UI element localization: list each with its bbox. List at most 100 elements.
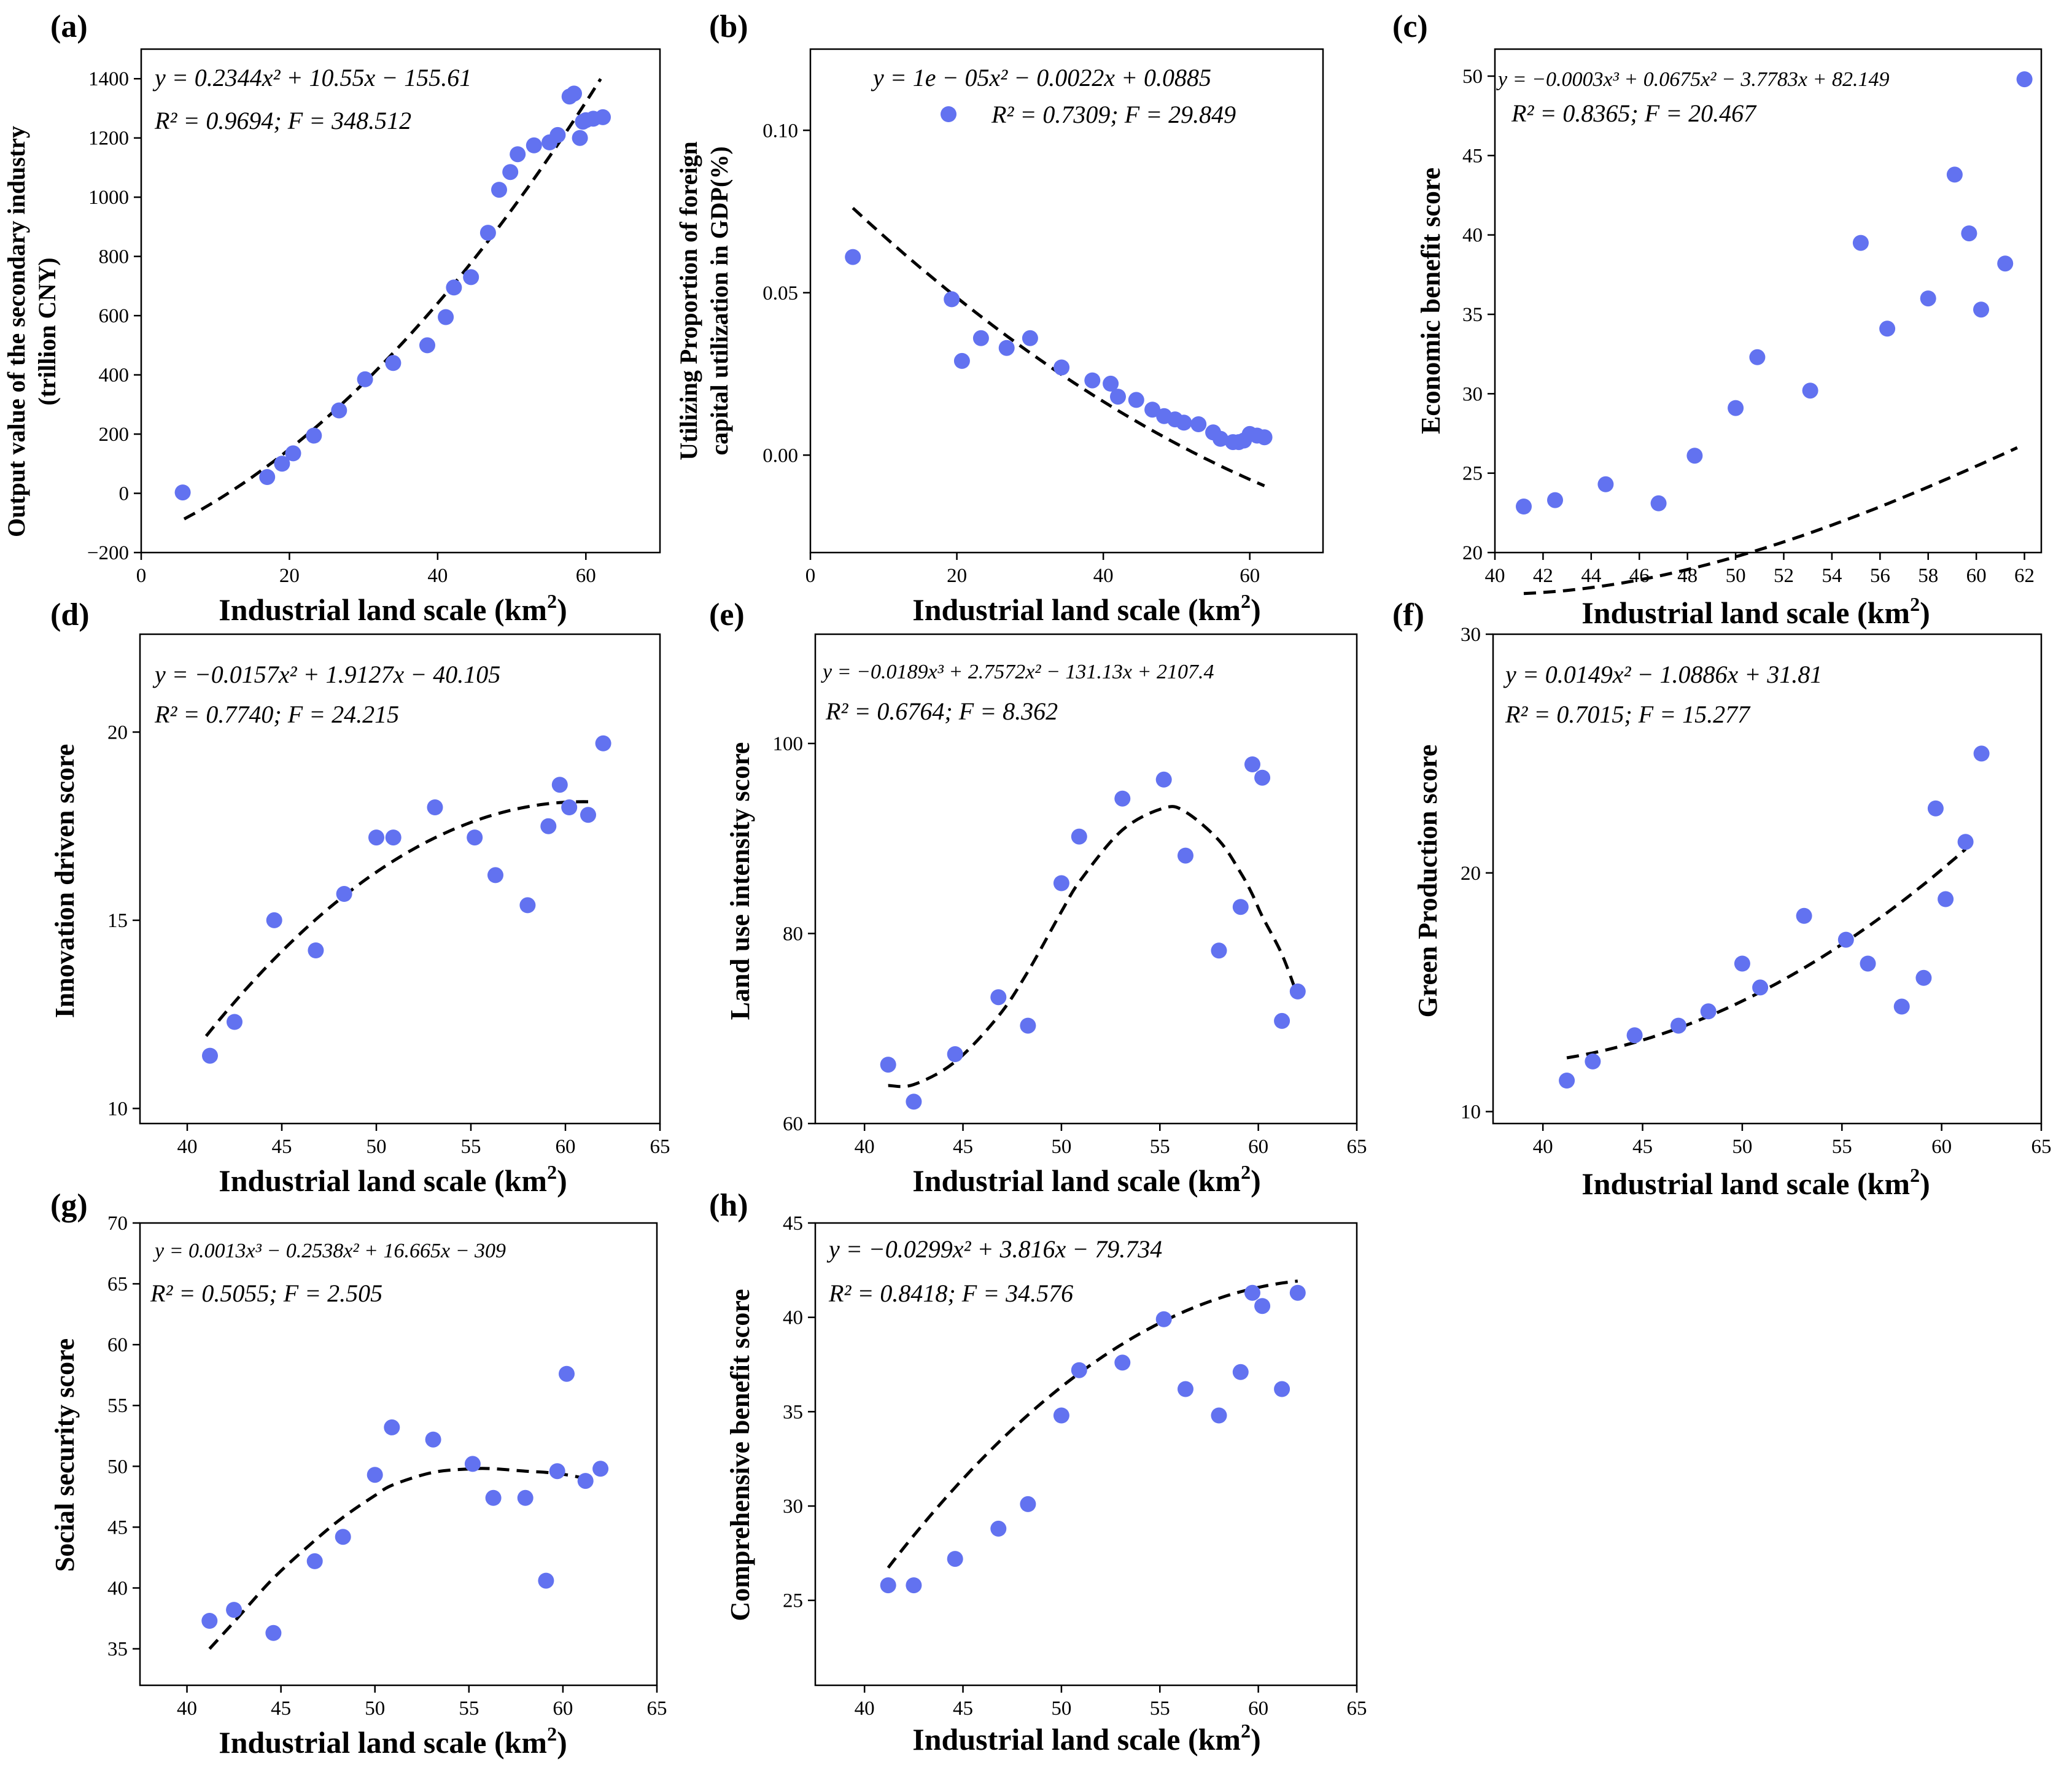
fit-statistics: R² = 0.7015; F = 15.277 <box>1505 701 1751 728</box>
x-axis-label-sup: 2 <box>547 1161 557 1183</box>
x-tick-label: 40 <box>1485 565 1505 587</box>
x-tick-label: 60 <box>1966 565 1987 587</box>
fit-equation: y = 0.0013x³ − 0.2538x² + 16.665x − 309 <box>153 1240 506 1262</box>
y-axis-label-line: Land use intensity score <box>725 742 755 1020</box>
data-point <box>385 829 402 846</box>
x-tick-label: 55 <box>1832 1136 1852 1158</box>
fit-curve <box>183 78 602 521</box>
x-tick-label: 50 <box>1051 1698 1071 1720</box>
x-axis-label-text: Industrial land scale (km <box>219 1163 547 1198</box>
x-tick-label: 40 <box>177 1698 197 1720</box>
y-axis-label: Social security score <box>50 1338 80 1572</box>
data-point <box>367 1467 383 1483</box>
y-tick-label: 30 <box>1462 383 1483 405</box>
data-point <box>1893 998 1910 1015</box>
data-point <box>1289 983 1306 1000</box>
fit-equation: y = 0.2344x² + 10.55x − 155.61 <box>152 64 471 91</box>
x-tick-label: 46 <box>1629 565 1650 587</box>
data-point <box>1213 430 1228 447</box>
data-point <box>1254 1298 1271 1314</box>
data-point <box>227 1014 243 1030</box>
data-point <box>1752 979 1769 996</box>
x-tick-label: 65 <box>1347 1136 1367 1158</box>
y-tick-label: 15 <box>107 910 128 932</box>
y-tick-label: 20 <box>107 721 128 743</box>
x-axis-label-sup: 2 <box>1910 1164 1920 1186</box>
y-axis-label: Land use intensity score <box>725 742 755 1020</box>
data-point <box>1114 790 1131 807</box>
x-tick-label: 40 <box>1093 565 1114 587</box>
data-point <box>1274 1381 1290 1397</box>
data-point <box>906 1577 922 1594</box>
y-tick-label: 30 <box>783 1496 803 1518</box>
data-point <box>419 337 435 354</box>
x-tick-label: 50 <box>1726 565 1746 587</box>
y-axis-label-line: Comprehensive benefit score <box>725 1289 755 1621</box>
data-point <box>306 1553 323 1569</box>
x-axis-label-sup: 2 <box>1241 590 1251 612</box>
y-tick-label: 200 <box>99 424 130 446</box>
x-tick-label: 50 <box>1732 1136 1752 1158</box>
data-point <box>2016 71 2033 88</box>
data-point <box>1178 847 1193 864</box>
x-tick-label: 50 <box>365 1698 385 1720</box>
x-axis-label: Industrial land scale (km2) <box>219 590 567 627</box>
panel-label: (e) <box>709 597 745 632</box>
data-point <box>1144 402 1161 418</box>
x-axis-label-end: ) <box>1251 1163 1261 1198</box>
y-tick-label: −200 <box>87 542 129 564</box>
panel-c: (c)40 42 44 46 48 50 52 54 56 58 60 622025303540455… <box>1392 9 2043 630</box>
data-point <box>517 1489 534 1506</box>
data-point <box>1734 955 1750 972</box>
data-point <box>1927 800 1944 817</box>
data-point <box>1547 492 1563 508</box>
y-axis-label: Green Production score <box>1413 745 1443 1018</box>
fit-statistics: R² = 0.9694; F = 348.512 <box>154 107 411 134</box>
data-point <box>1176 414 1192 431</box>
data-point <box>510 146 526 163</box>
y-axis-label-line: Utilizing Proportion of foreign <box>675 141 702 460</box>
data-point <box>274 456 290 472</box>
data-point <box>464 1456 481 1472</box>
data-point <box>953 352 970 369</box>
y-axis-label: Innovation driven score <box>50 744 80 1019</box>
x-tick-label: 40 <box>427 565 448 587</box>
x-tick-label: 60 <box>556 1136 576 1158</box>
data-point <box>385 355 402 371</box>
data-point <box>1961 225 1977 242</box>
x-axis-label-text: Industrial land scale (km <box>912 1163 1241 1198</box>
y-tick-label: 30 <box>1461 624 1481 646</box>
data-point <box>1244 1284 1260 1301</box>
panel-f: (f) 40 45 50 55 60 65 10 20 30 Industrial land sca… <box>1392 597 2052 1201</box>
x-tick-label: 65 <box>2031 1136 2052 1158</box>
data-point <box>1022 330 1038 346</box>
fit-curve <box>1566 848 1967 1060</box>
y-tick-label: 10 <box>1461 1101 1481 1124</box>
x-tick-label: 40 <box>855 1136 875 1158</box>
fit-statistics: R² = 0.8365; F = 20.467 <box>1511 99 1757 127</box>
x-axis-label-end: ) <box>557 1163 567 1198</box>
y-axis-label-line: Output value of the secondary industry <box>2 126 30 537</box>
data-point <box>1700 1003 1717 1020</box>
data-point <box>1211 942 1227 959</box>
data-point <box>1597 476 1614 492</box>
data-point <box>577 1473 594 1489</box>
data-point <box>1211 1407 1227 1424</box>
data-point <box>174 484 191 501</box>
fit-equation: y = 0.0149x² − 1.0886x + 31.81 <box>1503 661 1822 688</box>
x-axis-label-sup: 2 <box>547 1723 557 1745</box>
fit-curve <box>887 1279 1298 1569</box>
data-point <box>1053 875 1069 891</box>
x-axis-label-text: Industrial land scale (km <box>912 1722 1241 1757</box>
x-tick-label: 65 <box>650 1136 670 1158</box>
data-point <box>487 867 503 883</box>
data-point <box>306 427 322 444</box>
y-tick-label: 0.00 <box>762 444 798 467</box>
x-tick-label: 44 <box>1581 565 1601 587</box>
x-tick-label: 40 <box>177 1136 198 1158</box>
y-axis-label-line: Social security score <box>50 1338 80 1572</box>
x-tick-label: 55 <box>1150 1136 1170 1158</box>
y-axis-label-line: capital utilization in GDP(%) <box>705 146 733 455</box>
data-point <box>947 1046 963 1062</box>
legend-marker <box>941 106 956 122</box>
